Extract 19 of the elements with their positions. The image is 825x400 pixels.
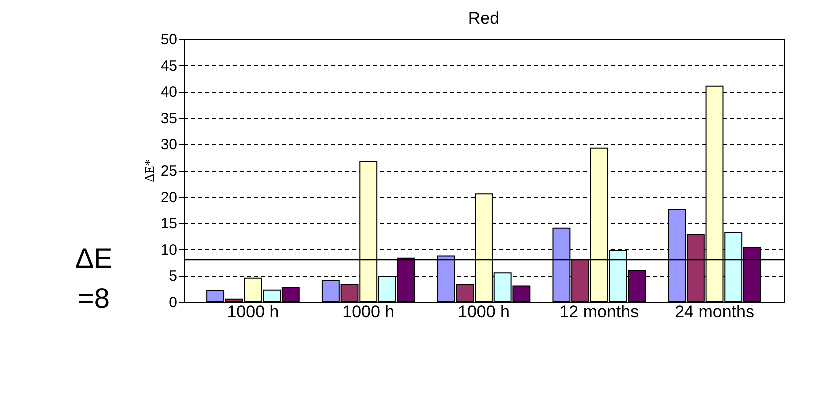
y-tick-label: 0: [169, 294, 178, 312]
x-tick-label: 24 months: [675, 302, 754, 322]
y-axis-title: ΔE*: [142, 160, 157, 182]
ref-line-label: ΔE =8: [75, 242, 113, 314]
x-tick-label: 1000 h: [458, 302, 510, 322]
chart-title: Red: [468, 9, 500, 28]
y-tick-label: 25: [160, 163, 178, 180]
y-tick-label: 35: [160, 110, 178, 128]
y-tick-label: 10: [160, 242, 178, 259]
y-tick-label: 50: [160, 32, 178, 48]
x-tick-label: 1000 h: [227, 302, 280, 322]
y-tick-label: 30: [160, 136, 178, 154]
x-tick-label: 12 months: [560, 302, 640, 322]
y-tick-label: 40: [160, 84, 178, 102]
y-tick-label: 20: [160, 189, 178, 206]
x-tick-label: 1000 h: [342, 302, 395, 322]
y-tick-label: 5: [169, 268, 178, 286]
y-tick-label: 45: [160, 58, 178, 75]
y-tick-label: 15: [160, 216, 178, 233]
